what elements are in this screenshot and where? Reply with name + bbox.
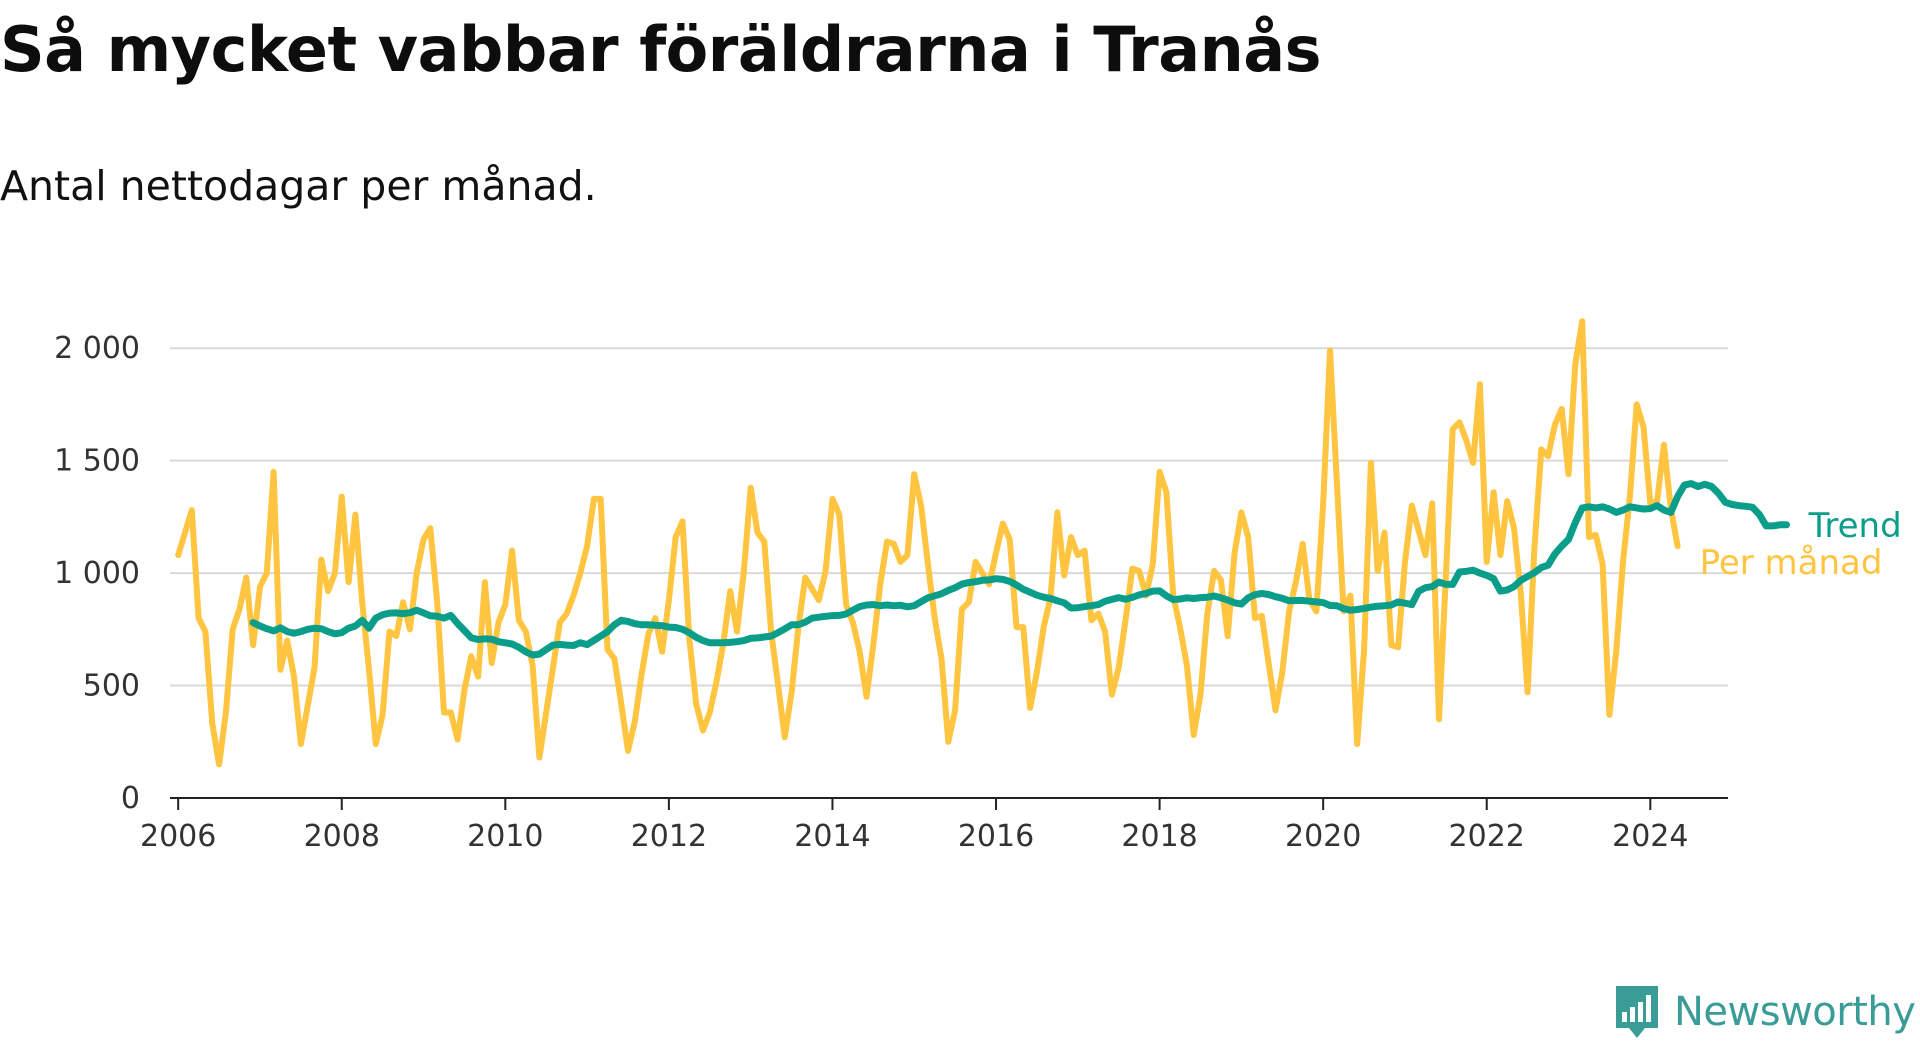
chart-title: Så mycket vabbar föräldrarna i Tranås: [0, 13, 1321, 86]
line-chart: 0 500 1 000 1 500 2 000 2006 2008 2010 2012 2014…: [54, 318, 1902, 854]
trend-series-label: Trend: [1808, 506, 1902, 546]
y-tick-label: 0: [121, 781, 140, 816]
x-tick-label: 2012: [631, 819, 707, 854]
x-tick-label: 2006: [140, 819, 216, 854]
monthly-series-label: Per månad: [1700, 543, 1883, 583]
y-tick-label: 500: [83, 669, 140, 704]
brand-logo: Newsworthy: [1612, 982, 1916, 1042]
brand-name: Newsworthy: [1674, 989, 1916, 1035]
monthly-line: [175, 318, 1681, 768]
y-tick-label: 2 000: [54, 331, 140, 366]
x-tick-label: 2008: [304, 819, 380, 854]
x-tick-label: 2020: [1285, 819, 1361, 854]
x-tick-label: 2018: [1121, 819, 1197, 854]
bar-chart-pin-icon: [1616, 986, 1658, 1038]
trend-line: [249, 480, 1791, 659]
series-lines: [175, 318, 1791, 768]
x-tick-label: 2014: [794, 819, 870, 854]
x-tick-label: 2016: [958, 819, 1034, 854]
x-tick-label: 2024: [1612, 819, 1688, 854]
x-axis: 2006 2008 2010 2012 2014 2016 2018 2020 2022 2024: [140, 797, 1728, 854]
x-tick-label: 2022: [1449, 819, 1525, 854]
y-tick-label: 1 000: [54, 556, 140, 591]
y-tick-label: 1 500: [54, 444, 140, 479]
chart-subtitle: Antal nettodagar per månad.: [0, 162, 597, 210]
x-tick-label: 2010: [467, 819, 543, 854]
